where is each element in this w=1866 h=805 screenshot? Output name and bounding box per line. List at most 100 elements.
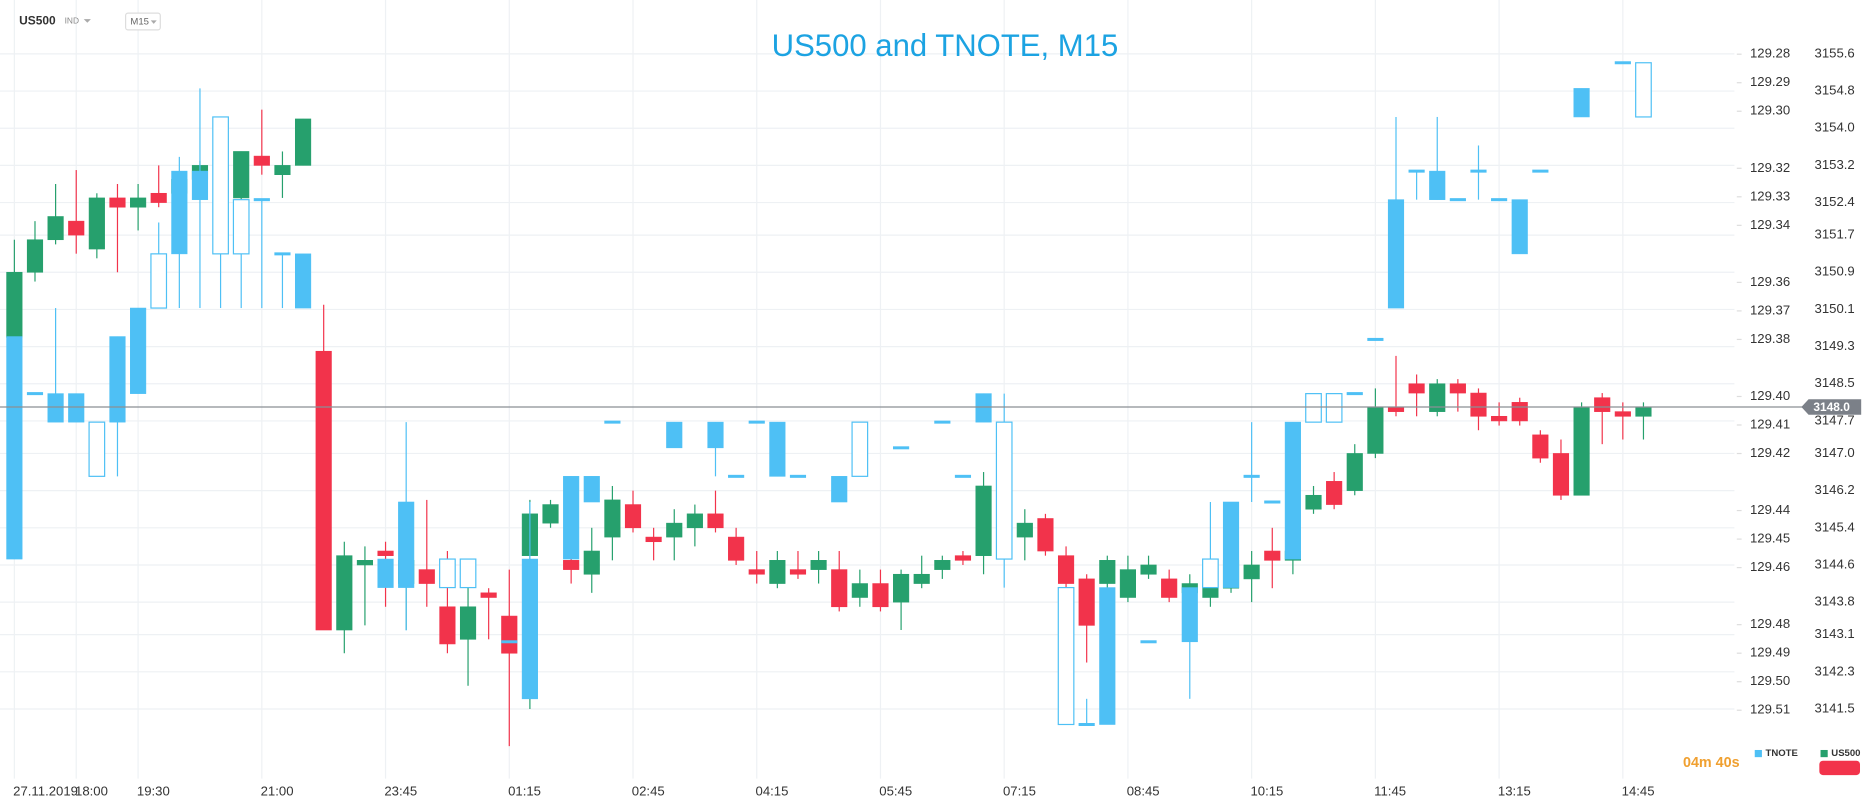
candle-body [1325, 393, 1343, 423]
candle-body [1552, 453, 1570, 496]
x-tick-label: 27.11.2019 [13, 783, 78, 798]
candle-body [356, 560, 374, 566]
candle-body [191, 170, 209, 200]
candle-body [501, 615, 518, 654]
candle-body [1367, 337, 1384, 341]
candle-body [459, 606, 477, 640]
candle-body [707, 513, 724, 529]
candle-body [315, 350, 332, 631]
candle-body [6, 271, 23, 338]
candle-body [686, 513, 703, 529]
y2-tick-label: 129.36 [1750, 274, 1790, 289]
candle-body [6, 336, 23, 560]
y-tick-label: 3152.4 [1815, 194, 1855, 209]
candle-body [1408, 169, 1425, 173]
x-tick-label: 10:15 [1250, 783, 1283, 798]
overlay: 3141.5 3142.3 3143.1 3143.8 3144.6 3145.4 3146… [0, 45, 1862, 798]
y2-tick-label: 129.42 [1750, 445, 1790, 460]
legend-label: US500 [1831, 748, 1860, 759]
candle-body [1491, 415, 1508, 422]
candle-body [1057, 555, 1075, 584]
candle-body [377, 550, 394, 556]
candle-body [1057, 586, 1075, 726]
y2-tick-label: 129.50 [1750, 673, 1790, 688]
candle-body [789, 474, 807, 478]
candle-body [975, 485, 992, 556]
candle-body [769, 421, 786, 477]
candle-body [1614, 411, 1631, 417]
x-tick-label: 07:15 [1003, 783, 1036, 798]
y2-tick-label: 129.37 [1750, 302, 1790, 317]
candle-body [212, 116, 229, 255]
candle-body [913, 573, 930, 584]
candle-body [1264, 500, 1281, 504]
y-tick-label: 3147.7 [1815, 412, 1855, 427]
tnote-candles [6, 61, 1652, 726]
x-tick-label: 02:45 [632, 783, 665, 798]
candle-body [1305, 393, 1322, 423]
candle-body [418, 569, 435, 584]
candle-body [68, 393, 85, 423]
symbol[interactable]: US500 [19, 14, 56, 28]
candle-body [1367, 406, 1384, 454]
candle-body [666, 522, 683, 538]
candle-body [1119, 569, 1136, 598]
candle-body [130, 307, 147, 394]
y2-tick-label: 129.34 [1750, 217, 1790, 232]
y2-tick-label: 129.48 [1750, 616, 1790, 631]
legend-badge [1819, 760, 1861, 776]
us500-candles [6, 109, 1652, 747]
y-tick-label: 3147.0 [1815, 445, 1855, 460]
candle-body [624, 504, 642, 529]
candle-body [294, 253, 312, 309]
candle-body [1573, 406, 1590, 496]
candle-body [1470, 392, 1487, 417]
x-tick-label: 11:45 [1374, 783, 1406, 798]
candle-body [851, 421, 869, 477]
candle-body [1429, 170, 1446, 200]
candle-body [1140, 564, 1157, 575]
candle-body [893, 446, 910, 450]
timeframe-caret[interactable] [150, 20, 157, 24]
candle-body [583, 476, 600, 503]
candle-body [789, 569, 807, 575]
candle-body [851, 583, 868, 598]
candle-body [975, 393, 992, 423]
legend-label: TNOTE [1766, 748, 1798, 759]
candle-body [1161, 578, 1178, 598]
candle-body [1470, 169, 1487, 173]
candle-body [893, 573, 910, 603]
candle-body [439, 558, 456, 589]
timeframe-box[interactable] [125, 12, 161, 31]
candle-body [954, 474, 972, 478]
candle-body [1305, 494, 1322, 510]
y-tick-label: 3151.7 [1815, 227, 1855, 242]
candle-body [150, 253, 168, 309]
candle-body [583, 550, 600, 575]
candle-body [1284, 421, 1301, 560]
candle-body [274, 252, 291, 256]
grid [0, 0, 1735, 779]
candle-body [1346, 392, 1363, 396]
candle-body [233, 151, 250, 199]
y-tick-label: 3144.6 [1815, 556, 1855, 571]
candle-body [109, 336, 126, 423]
candle-body [459, 558, 477, 589]
candle-body [1387, 199, 1405, 309]
y2-tick-label: 129.49 [1750, 645, 1790, 660]
market-caret[interactable] [83, 19, 91, 23]
candle-body [1243, 474, 1260, 478]
candle-body [1078, 578, 1095, 626]
candle-body [666, 421, 683, 449]
candle-body [1140, 640, 1157, 644]
y-tick-label: 3142.3 [1815, 663, 1855, 678]
candle-body [521, 558, 538, 700]
candle-body [1408, 383, 1425, 394]
candle-body [934, 420, 951, 424]
x-tick-label: 01:15 [508, 783, 541, 798]
timeframe[interactable]: M15 [130, 17, 149, 28]
candle-body [748, 569, 765, 575]
legend-swatch [1754, 749, 1762, 758]
candle-body [995, 421, 1013, 560]
